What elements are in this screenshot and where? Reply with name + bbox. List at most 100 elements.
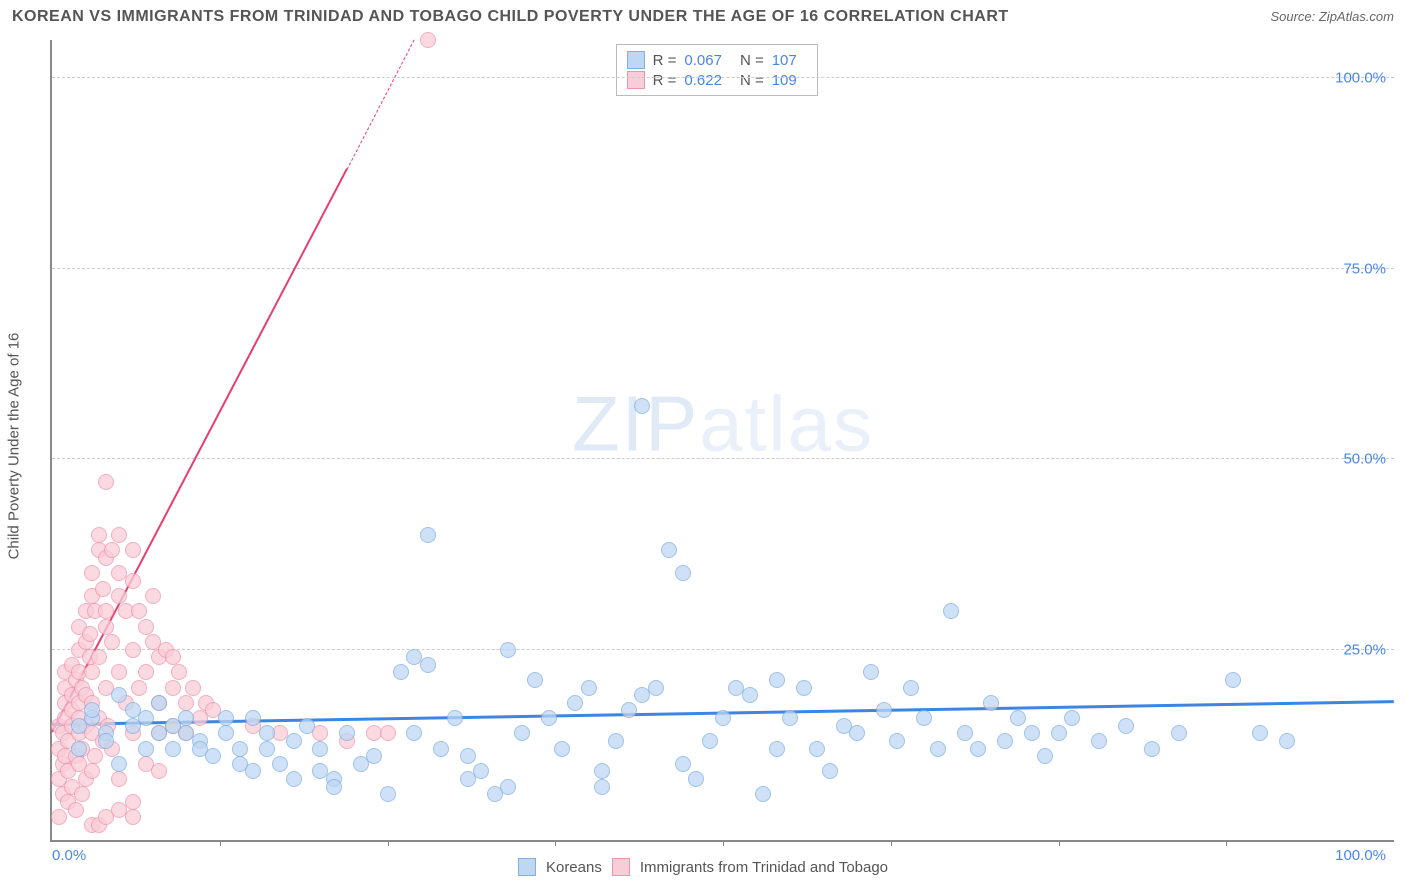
r-label: R = bbox=[653, 72, 677, 89]
data-point bbox=[245, 710, 261, 726]
x-tick-mark bbox=[1226, 840, 1227, 846]
data-point bbox=[111, 771, 127, 787]
data-point bbox=[98, 619, 114, 635]
data-point bbox=[165, 680, 181, 696]
n-label: N = bbox=[740, 52, 764, 69]
y-tick-label: 100.0% bbox=[1335, 70, 1386, 87]
r-value-koreans: 0.067 bbox=[684, 52, 722, 69]
data-point bbox=[715, 710, 731, 726]
x-tick-mark bbox=[891, 840, 892, 846]
trend-line-dashed bbox=[347, 39, 415, 169]
data-point bbox=[218, 725, 234, 741]
x-axis-max-label: 100.0% bbox=[1335, 847, 1386, 864]
data-point bbox=[366, 748, 382, 764]
data-point bbox=[1051, 725, 1067, 741]
data-point bbox=[500, 779, 516, 795]
data-point bbox=[460, 748, 476, 764]
data-point bbox=[138, 741, 154, 757]
data-point bbox=[312, 741, 328, 757]
data-point bbox=[151, 695, 167, 711]
data-point bbox=[930, 741, 946, 757]
data-point bbox=[131, 680, 147, 696]
data-point bbox=[1279, 733, 1295, 749]
data-point bbox=[661, 542, 677, 558]
watermark-atlas: atlas bbox=[699, 380, 874, 468]
data-point bbox=[1037, 748, 1053, 764]
data-point bbox=[1171, 725, 1187, 741]
data-point bbox=[51, 809, 67, 825]
x-tick-mark bbox=[555, 840, 556, 846]
data-point bbox=[1144, 741, 1160, 757]
data-point bbox=[742, 687, 758, 703]
data-point bbox=[171, 664, 187, 680]
data-point bbox=[514, 725, 530, 741]
data-point bbox=[594, 779, 610, 795]
data-point bbox=[769, 741, 785, 757]
data-point bbox=[232, 741, 248, 757]
data-point bbox=[406, 725, 422, 741]
gridline bbox=[52, 458, 1394, 459]
data-point bbox=[98, 733, 114, 749]
swatch-koreans bbox=[518, 858, 536, 876]
data-point bbox=[151, 763, 167, 779]
data-point bbox=[1010, 710, 1026, 726]
y-tick-label: 50.0% bbox=[1343, 451, 1386, 468]
correlation-legend: R = 0.067 N = 107 R = 0.622 N = 109 bbox=[616, 44, 818, 96]
data-point bbox=[286, 771, 302, 787]
data-point bbox=[527, 672, 543, 688]
data-point bbox=[608, 733, 624, 749]
series-legend: Koreans Immigrants from Trinidad and Tob… bbox=[518, 858, 888, 876]
data-point bbox=[218, 710, 234, 726]
chart-plot-area: ZIPatlas R = 0.067 N = 107 R = 0.622 N =… bbox=[50, 40, 1394, 842]
data-point bbox=[983, 695, 999, 711]
source-value: ZipAtlas.com bbox=[1319, 9, 1394, 24]
watermark: ZIPatlas bbox=[572, 379, 874, 470]
chart-title: KOREAN VS IMMIGRANTS FROM TRINIDAD AND T… bbox=[12, 8, 1009, 26]
data-point bbox=[125, 642, 141, 658]
legend-label-koreans: Koreans bbox=[546, 859, 602, 876]
data-point bbox=[554, 741, 570, 757]
data-point bbox=[621, 702, 637, 718]
data-point bbox=[299, 718, 315, 734]
data-point bbox=[138, 619, 154, 635]
data-point bbox=[71, 741, 87, 757]
data-point bbox=[473, 763, 489, 779]
data-point bbox=[326, 779, 342, 795]
data-point bbox=[822, 763, 838, 779]
data-point bbox=[420, 527, 436, 543]
swatch-koreans bbox=[627, 51, 645, 69]
data-point bbox=[500, 642, 516, 658]
data-point bbox=[1225, 672, 1241, 688]
data-point bbox=[104, 634, 120, 650]
swatch-trinidad bbox=[627, 71, 645, 89]
x-tick-mark bbox=[388, 840, 389, 846]
data-point bbox=[98, 474, 114, 490]
data-point bbox=[104, 542, 120, 558]
gridline bbox=[52, 649, 1394, 650]
data-point bbox=[259, 741, 275, 757]
data-point bbox=[1252, 725, 1268, 741]
data-point bbox=[138, 710, 154, 726]
data-point bbox=[185, 680, 201, 696]
data-point bbox=[111, 687, 127, 703]
data-point bbox=[178, 695, 194, 711]
data-point bbox=[125, 573, 141, 589]
data-point bbox=[648, 680, 664, 696]
n-value-trinidad: 109 bbox=[772, 72, 797, 89]
y-tick-label: 25.0% bbox=[1343, 641, 1386, 658]
data-point bbox=[84, 763, 100, 779]
data-point bbox=[95, 581, 111, 597]
data-point bbox=[769, 672, 785, 688]
data-point bbox=[87, 748, 103, 764]
data-point bbox=[916, 710, 932, 726]
data-point bbox=[1118, 718, 1134, 734]
x-tick-mark bbox=[1059, 840, 1060, 846]
gridline bbox=[52, 268, 1394, 269]
data-point bbox=[420, 32, 436, 48]
data-point bbox=[755, 786, 771, 802]
data-point bbox=[286, 733, 302, 749]
data-point bbox=[138, 664, 154, 680]
data-point bbox=[889, 733, 905, 749]
data-point bbox=[380, 786, 396, 802]
data-point bbox=[98, 603, 114, 619]
